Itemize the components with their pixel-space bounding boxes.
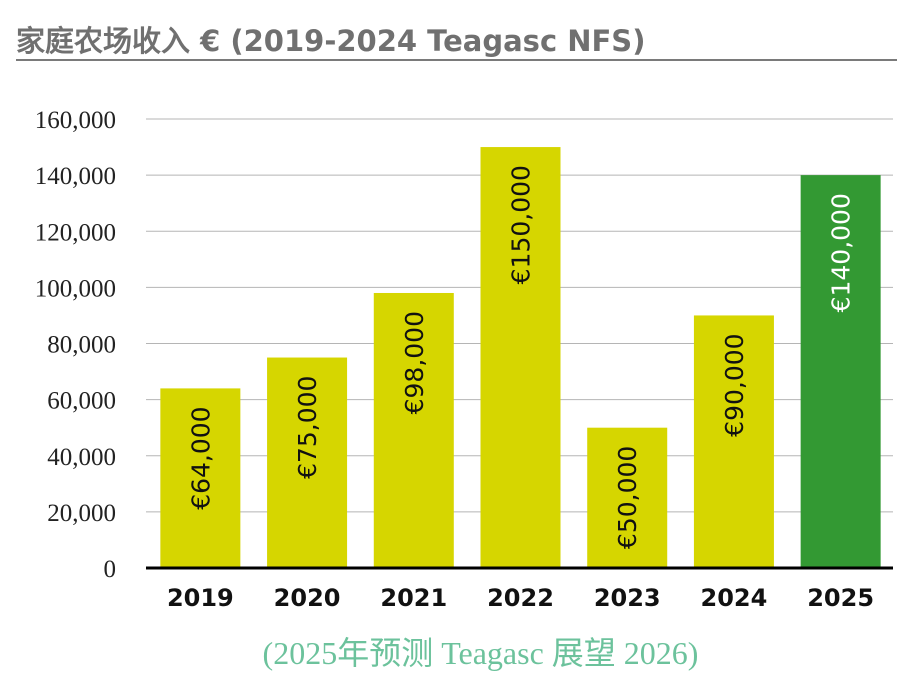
chart-subtitle: (2025年预测 Teagasc 展望 2026) [262, 635, 699, 671]
bar-data-label: €98,000 [400, 311, 429, 414]
bar-data-label: €75,000 [293, 376, 322, 479]
x-tick-label: 2022 [487, 584, 554, 612]
bar-data-label: €64,000 [186, 406, 215, 509]
bar-data-label: €50,000 [613, 446, 642, 549]
chart-title: 家庭农场收入 € (2019-2024 Teagasc NFS) [16, 24, 646, 58]
x-tick-label: 2025 [807, 584, 874, 612]
bar [373, 292, 454, 568]
y-tick-label: 100,000 [35, 275, 116, 302]
x-tick-label: 2020 [274, 584, 341, 612]
bars: €64,000 €75,000 €98,000 €150,000 €50,000 €90,… [160, 147, 881, 568]
x-axis-ticks: 2019 2020 2021 2022 2023 2024 2025 [167, 584, 874, 612]
x-tick-label: 2019 [167, 584, 234, 612]
bar-forecast [800, 175, 881, 568]
bar-data-label: €140,000 [827, 193, 856, 312]
bar [267, 357, 348, 568]
bar [480, 147, 561, 568]
bar-data-label: €150,000 [507, 165, 536, 284]
y-tick-label: 40,000 [47, 444, 116, 471]
x-tick-label: 2023 [594, 584, 661, 612]
x-tick-label: 2021 [380, 584, 447, 612]
y-tick-label: 140,000 [35, 163, 116, 190]
bar-data-label: €90,000 [720, 333, 749, 436]
y-tick-label: 60,000 [47, 388, 116, 415]
x-tick-label: 2024 [701, 584, 768, 612]
y-tick-label: 160,000 [35, 107, 116, 134]
title-divider [16, 59, 897, 61]
bar [160, 388, 241, 568]
y-axis-ticks: 0 20,000 40,000 60,000 80,000 100,000 120,000 1… [35, 107, 116, 583]
y-tick-label: 0 [104, 556, 117, 583]
bar [587, 427, 668, 568]
y-tick-label: 20,000 [47, 500, 116, 527]
y-tick-label: 120,000 [35, 219, 116, 246]
y-tick-label: 80,000 [47, 332, 116, 359]
bar [693, 315, 774, 568]
